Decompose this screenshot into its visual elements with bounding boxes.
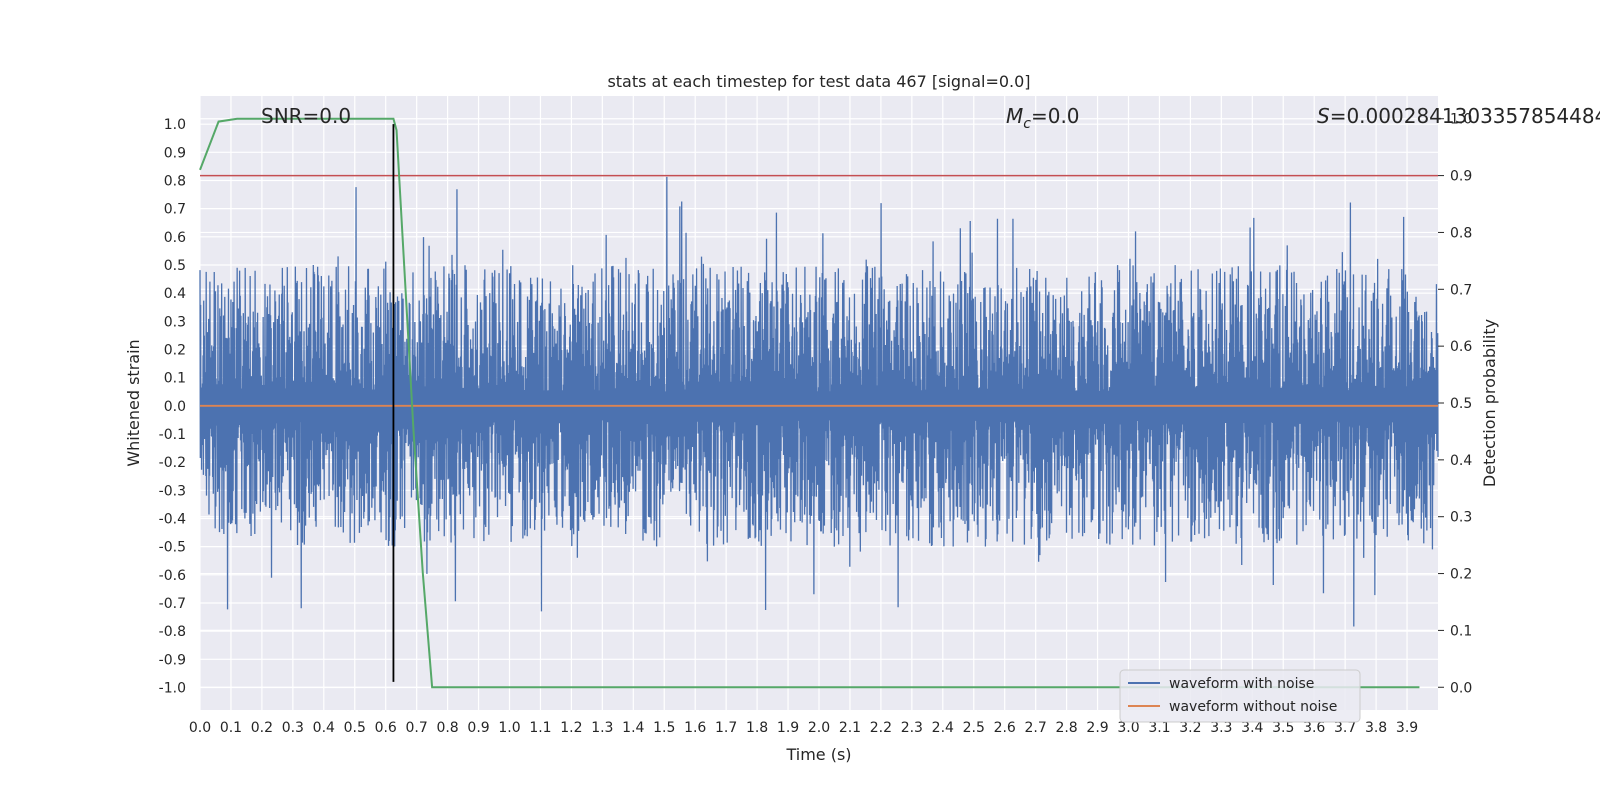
x-tick-label: 0.8 bbox=[436, 720, 458, 736]
y-axis-left-label: Whitened strain bbox=[124, 339, 143, 466]
legend-box bbox=[1119, 669, 1361, 723]
s-value: =0.0002841303357854484 bbox=[1330, 104, 1600, 128]
y-left-tick-label: 0.5 bbox=[164, 258, 186, 274]
x-tick-label: 3.4 bbox=[1241, 720, 1263, 736]
x-tick-label: 3.6 bbox=[1303, 720, 1325, 736]
y-left-tick-label: 0.8 bbox=[164, 173, 186, 189]
y-left-tick-label: 0.1 bbox=[164, 371, 186, 387]
y-left-tick-label: -0.7 bbox=[159, 596, 186, 612]
x-tick-label: 1.7 bbox=[715, 720, 737, 736]
y-right-tick-label: 0.8 bbox=[1450, 225, 1472, 241]
y-right-tick-label: 0.7 bbox=[1450, 282, 1472, 298]
x-tick-label: 0.6 bbox=[375, 720, 397, 736]
x-axis-ticks: 0.0 0.1 0.2 0.3 0.4 0.5 0.6 0.7 0.8 0.9 1.0 1.1 1.2 1… bbox=[189, 720, 1418, 736]
series-layer bbox=[199, 117, 1439, 689]
y-right-tick-label: 0.3 bbox=[1450, 510, 1472, 526]
x-tick-label: 1.1 bbox=[529, 720, 551, 736]
legend-label-clean: waveform without noise bbox=[1169, 699, 1337, 715]
x-tick-label: 2.9 bbox=[1086, 720, 1108, 736]
x-tick-label: 0.0 bbox=[189, 720, 211, 736]
x-tick-label: 3.5 bbox=[1272, 720, 1294, 736]
chart-title: stats at each timestep for test data 467… bbox=[607, 72, 1030, 91]
x-tick-label: 2.4 bbox=[932, 720, 954, 736]
mc-annotation: Mc=0.0 bbox=[1006, 104, 1080, 132]
y-left-tick-label: -0.8 bbox=[159, 624, 186, 640]
x-tick-label: 0.2 bbox=[251, 720, 273, 736]
x-tick-label: 2.6 bbox=[994, 720, 1016, 736]
y-left-tick-label: 0.7 bbox=[164, 202, 186, 218]
x-tick-label: 3.3 bbox=[1210, 720, 1232, 736]
x-tick-label: 3.2 bbox=[1179, 720, 1201, 736]
mc-value: =0.0 bbox=[1031, 104, 1080, 128]
y-left-tick-label: -0.2 bbox=[159, 455, 186, 471]
x-tick-label: 0.3 bbox=[282, 720, 304, 736]
x-tick-label: 2.1 bbox=[839, 720, 861, 736]
y-left-tick-label: 1.0 bbox=[164, 117, 186, 133]
y-axis-right-ticks: 1.0 0.9 0.8 0.7 0.6 0.5 0.4 0.3 0.2 0.1 0.0 bbox=[1438, 112, 1472, 696]
x-tick-label: 0.9 bbox=[467, 720, 489, 736]
x-tick-label: 1.9 bbox=[777, 720, 799, 736]
x-tick-label: 1.3 bbox=[591, 720, 613, 736]
y-left-tick-label: 0.4 bbox=[164, 286, 186, 302]
y-left-tick-label: -0.4 bbox=[159, 511, 186, 527]
x-tick-label: 1.5 bbox=[653, 720, 675, 736]
mc-subscript: c bbox=[1023, 116, 1031, 132]
y-left-tick-label: 0.2 bbox=[164, 342, 186, 358]
y-right-tick-label: 0.4 bbox=[1450, 453, 1472, 469]
x-tick-label: 0.5 bbox=[344, 720, 366, 736]
x-tick-label: 2.2 bbox=[870, 720, 892, 736]
x-tick-label: 1.0 bbox=[498, 720, 520, 736]
x-tick-label: 0.4 bbox=[313, 720, 335, 736]
y-left-tick-label: -0.9 bbox=[159, 652, 186, 668]
series-waveform-with-noise bbox=[199, 176, 1439, 627]
x-tick-label: 0.1 bbox=[220, 720, 242, 736]
legend-label-noise: waveform with noise bbox=[1169, 676, 1314, 692]
y-right-tick-label: 0.1 bbox=[1450, 623, 1472, 639]
x-tick-label: 1.2 bbox=[560, 720, 582, 736]
legend: waveform with noise waveform without noi… bbox=[1119, 669, 1361, 723]
x-tick-label: 1.8 bbox=[746, 720, 768, 736]
y-left-tick-label: -0.1 bbox=[159, 427, 186, 443]
y-left-tick-label: 0.0 bbox=[164, 399, 186, 415]
y-right-tick-label: 0.9 bbox=[1450, 169, 1472, 185]
x-tick-label: 3.1 bbox=[1148, 720, 1170, 736]
x-tick-label: 1.6 bbox=[684, 720, 706, 736]
snr-annotation: SNR=0.0 bbox=[261, 104, 351, 128]
y-left-tick-label: -1.0 bbox=[159, 680, 186, 696]
y-right-tick-label: 1.0 bbox=[1450, 112, 1472, 128]
y-left-tick-label: -0.6 bbox=[159, 568, 186, 584]
y-left-tick-label: -0.5 bbox=[159, 540, 186, 556]
y-axis-right-label: Detection probability bbox=[1480, 319, 1499, 487]
x-tick-label: 2.5 bbox=[963, 720, 985, 736]
x-tick-label: 1.4 bbox=[622, 720, 644, 736]
s-symbol: S bbox=[1317, 104, 1330, 128]
x-tick-label: 2.0 bbox=[808, 720, 830, 736]
y-right-tick-label: 0.6 bbox=[1450, 339, 1472, 355]
series-detection-probability bbox=[199, 117, 1420, 689]
s-annotation: S=0.0002841303357854484 bbox=[1317, 104, 1600, 128]
y-right-tick-label: 0.2 bbox=[1450, 567, 1472, 583]
y-left-tick-label: 0.6 bbox=[164, 230, 186, 246]
y-right-tick-label: 0.0 bbox=[1450, 680, 1472, 696]
x-tick-label: 3.7 bbox=[1334, 720, 1356, 736]
y-left-tick-label: 0.3 bbox=[164, 314, 186, 330]
y-right-tick-label: 0.5 bbox=[1450, 396, 1472, 412]
y-axis-left-ticks: 1.0 0.9 0.8 0.7 0.6 0.5 0.4 0.3 0.2 0.1 0.0 -0.1 -0.… bbox=[159, 117, 186, 696]
x-axis-label: Time (s) bbox=[785, 745, 851, 764]
x-tick-label: 3.0 bbox=[1117, 720, 1139, 736]
x-tick-label: 0.7 bbox=[406, 720, 428, 736]
y-left-tick-label: -0.3 bbox=[159, 483, 186, 499]
x-tick-label: 2.3 bbox=[901, 720, 923, 736]
x-tick-label: 3.8 bbox=[1365, 720, 1387, 736]
x-tick-label: 3.9 bbox=[1396, 720, 1418, 736]
mc-symbol: M bbox=[1006, 104, 1023, 128]
y-left-tick-label: 0.9 bbox=[164, 145, 186, 161]
x-tick-label: 2.8 bbox=[1055, 720, 1077, 736]
x-tick-label: 2.7 bbox=[1025, 720, 1047, 736]
